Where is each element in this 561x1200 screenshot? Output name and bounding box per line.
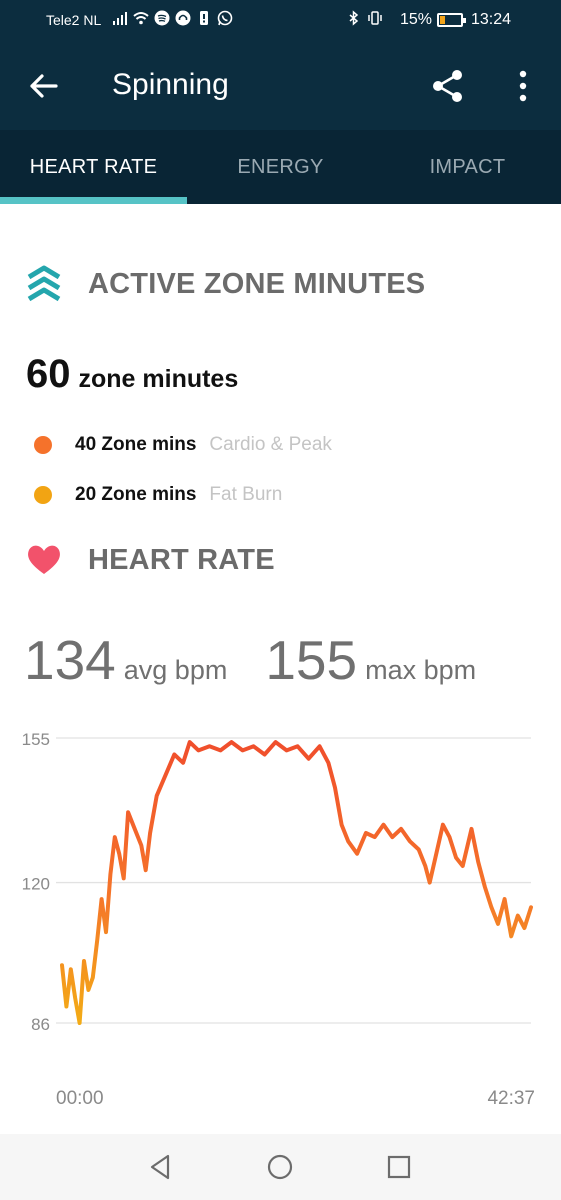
- azm-heading: ACTIVE ZONE MINUTES: [88, 268, 426, 300]
- spotify-icon: [154, 10, 170, 26]
- recents-square-icon[interactable]: [384, 1152, 414, 1182]
- back-triangle-icon[interactable]: [146, 1152, 176, 1182]
- y-tick-label-120: 120: [22, 875, 50, 894]
- page-title: Spinning: [112, 68, 229, 101]
- heart-icon: [28, 545, 60, 574]
- azm-total-value: 60: [26, 352, 71, 396]
- heart-rate-series-line: [60, 740, 533, 1025]
- y-tick-label-155: 155: [22, 730, 50, 749]
- cardio-peak-value: 40 Zone mins: [75, 434, 197, 455]
- carrier-name: Tele2 NL: [46, 12, 102, 28]
- home-circle-icon[interactable]: [265, 1152, 295, 1182]
- azm-section-header: ACTIVE ZONE MINUTES: [0, 264, 561, 304]
- status-bar: Tele2 NL 15% 13:24: [0, 0, 561, 42]
- bluetooth-icon: [349, 10, 359, 26]
- max-bpm-label: max bpm: [365, 655, 477, 685]
- battery-icon: [437, 13, 466, 27]
- zone-row-cardio-peak: 40 Zone mins Cardio & Peak: [34, 433, 332, 457]
- clock: 13:24: [471, 11, 512, 28]
- heart-rate-chart[interactable]: 155 120 86 00:00 42:37: [0, 710, 561, 1130]
- x-tick-start: 00:00: [56, 1088, 104, 1109]
- sim-icon: [200, 11, 208, 25]
- vibrate-icon: [368, 11, 382, 25]
- cardio-peak-label: Cardio & Peak: [209, 434, 332, 455]
- heart-rate-stats: 134 avg bpm 155 max bpm: [24, 628, 476, 692]
- signal-icon: [113, 12, 127, 25]
- azm-total-unit: zone minutes: [78, 365, 239, 393]
- heart-rate-heading: HEART RATE: [88, 544, 275, 576]
- arrow-left-icon[interactable]: [28, 68, 60, 104]
- battery-percent: 15%: [400, 11, 433, 28]
- heart-rate-section-header: HEART RATE: [0, 540, 561, 580]
- y-tick-label-86: 86: [31, 1015, 50, 1034]
- fat-burn-label: Fat Burn: [209, 484, 283, 505]
- cardio-peak-dot: [34, 436, 52, 454]
- active-zone-minutes-icon: [27, 265, 61, 302]
- fat-burn-value: 20 Zone mins: [75, 484, 197, 505]
- whatsapp-icon: [217, 10, 233, 26]
- more-vertical-icon[interactable]: [508, 68, 538, 104]
- headset-icon: [175, 10, 191, 26]
- share-icon[interactable]: [430, 68, 466, 104]
- tab-energy[interactable]: ENERGY: [237, 155, 324, 178]
- x-tick-end: 42:37: [487, 1088, 535, 1109]
- fat-burn-dot: [34, 486, 52, 504]
- azm-total: 60 zone minutes: [26, 352, 238, 397]
- system-nav-bar: [0, 1134, 561, 1200]
- tab-impact[interactable]: IMPACT: [429, 155, 506, 178]
- max-bpm-value: 155: [265, 629, 358, 691]
- avg-bpm-value: 134: [24, 629, 116, 691]
- zone-row-fat-burn: 20 Zone mins Fat Burn: [34, 483, 282, 507]
- avg-bpm-label: avg bpm: [123, 655, 228, 685]
- tab-bar: HEART RATE ENERGY IMPACT: [0, 130, 561, 204]
- app-bar: Spinning: [0, 42, 561, 130]
- tab-heart-rate[interactable]: HEART RATE: [0, 130, 187, 204]
- wifi-icon: [133, 12, 149, 25]
